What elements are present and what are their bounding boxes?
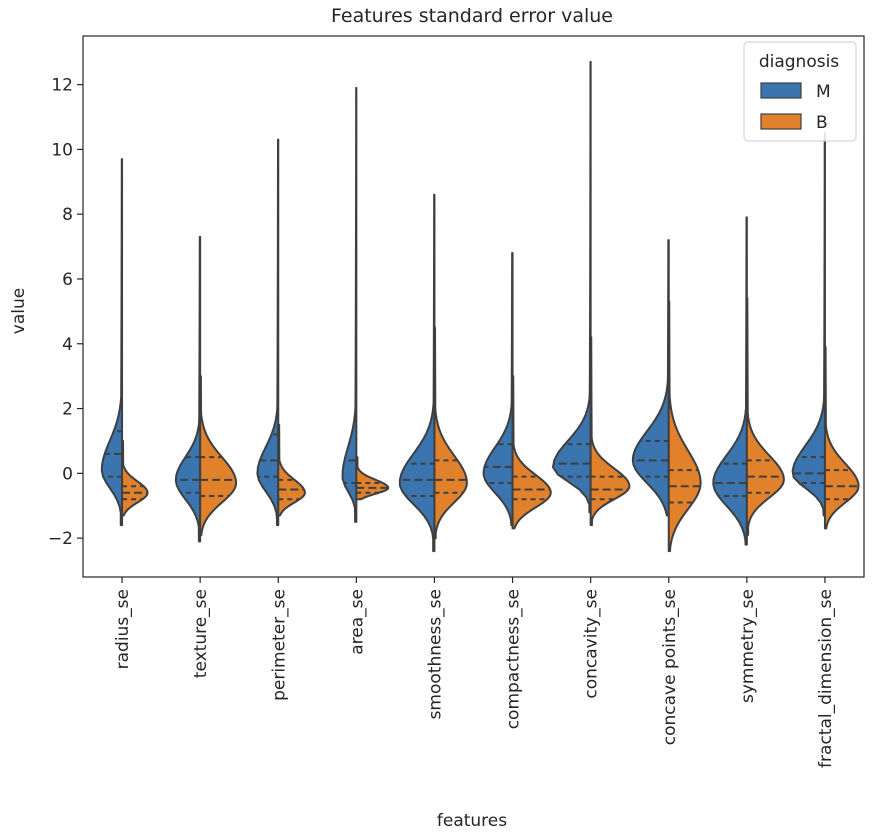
legend-swatch-b (760, 113, 802, 130)
legend-label-b: B (816, 113, 828, 133)
violin-half-m (398, 193, 436, 553)
violin-half-m (256, 138, 280, 527)
violin-half-b (667, 300, 702, 553)
violin-half-b (277, 423, 306, 517)
violin-half-m (482, 252, 514, 527)
y-axis-label: value (9, 288, 29, 334)
violin-body (174, 235, 202, 543)
violin-body (482, 252, 514, 527)
violin-body (199, 375, 238, 536)
violin-half-m (174, 235, 202, 543)
violin-body (745, 297, 785, 536)
x-tick-label: radius_se (113, 589, 133, 669)
violin-body (256, 138, 280, 527)
legend-label-m: M (816, 82, 831, 102)
x-tick-label: compactness_se (504, 589, 524, 729)
legend-title: diagnosis (759, 52, 839, 72)
violin-body (100, 158, 124, 527)
violin-half-b (511, 375, 552, 530)
violin-half-b (823, 345, 860, 530)
violin-half-m (712, 216, 748, 546)
violin-body (631, 239, 670, 517)
violin-body (433, 326, 468, 540)
violin-half-m (791, 132, 826, 517)
violin-body (121, 439, 149, 517)
y-tick-label: 4 (62, 335, 73, 355)
violin-half-b (433, 326, 468, 540)
x-axis: radius_se texture_se perimeter_se area_se sm… (113, 577, 836, 768)
violin-body (667, 300, 702, 553)
violin-body (823, 345, 860, 530)
violin-half-m (341, 86, 358, 523)
x-tick-label: symmetry_se (738, 589, 758, 703)
y-tick-label: −2 (48, 529, 73, 549)
violin-body (398, 193, 436, 553)
x-tick-label: perimeter_se (269, 589, 289, 701)
x-tick-label: concave points_se (660, 589, 680, 745)
x-tick-label: concavity_se (582, 589, 602, 699)
violin-body (341, 86, 358, 523)
y-axis: −2 0 2 4 6 8 10 12 (48, 76, 83, 549)
x-tick-label: area_se (347, 589, 367, 655)
chart-title: Features standard error value (331, 5, 613, 27)
violin-half-b (745, 297, 785, 536)
violin-half-m (631, 239, 670, 517)
x-axis-label: features (437, 811, 507, 831)
violin-half-b (355, 456, 390, 501)
plot-frame (82, 35, 865, 578)
x-tick-label: fractal_dimension_se (816, 589, 836, 768)
x-tick-label: texture_se (191, 589, 211, 678)
y-tick-label: 8 (62, 205, 73, 225)
y-tick-label: 10 (51, 140, 73, 160)
violin-half-m (100, 158, 124, 527)
violin-body (511, 375, 552, 530)
violin-half-b (199, 375, 238, 536)
plot-area (82, 35, 865, 578)
legend: diagnosis M B (743, 41, 857, 142)
y-tick-label: 0 (62, 464, 73, 484)
violin-body (551, 60, 592, 514)
violin-half-b (589, 336, 631, 527)
violin-body (277, 423, 306, 517)
y-tick-label: 6 (62, 270, 73, 290)
y-tick-label: 12 (51, 76, 73, 96)
violin-half-b (121, 439, 149, 517)
violin-body (791, 132, 826, 517)
violin-half-m (551, 60, 592, 514)
violin-body (589, 336, 631, 527)
x-tick-label: smoothness_se (425, 589, 445, 719)
legend-swatch-m (760, 82, 802, 99)
y-tick-label: 2 (62, 400, 73, 420)
violins (100, 60, 860, 553)
